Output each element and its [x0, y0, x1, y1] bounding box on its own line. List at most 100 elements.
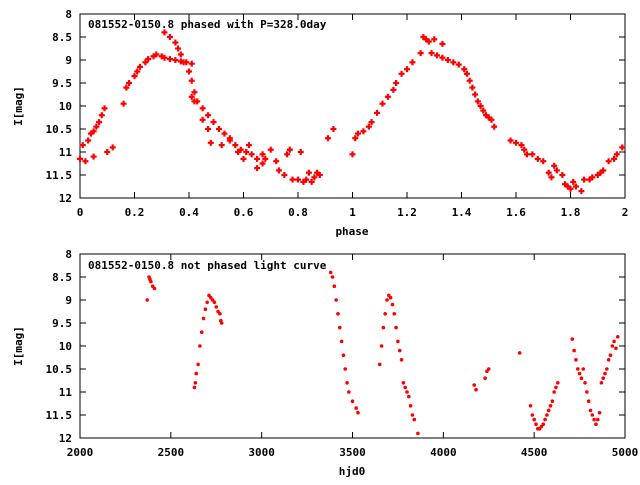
data-point — [614, 346, 618, 351]
data-point — [243, 149, 250, 155]
data-point — [575, 367, 580, 371]
data-point — [297, 149, 304, 155]
data-point — [583, 381, 587, 385]
data-point — [545, 413, 549, 417]
x-tick-label: 3500 — [339, 446, 366, 459]
data-point — [590, 413, 595, 417]
data-point — [188, 93, 195, 100]
data-point — [188, 60, 195, 67]
data-point — [191, 89, 198, 96]
data-point — [381, 325, 386, 330]
x-tick-labels: 0 0.2 0.4 0.6 0.8 1 1.2 1.4 1.6 1.8 2 — [77, 206, 629, 219]
chart-title: 081552-0150.8 not phased light curve — [88, 259, 327, 272]
data-point — [570, 337, 575, 341]
data-point — [615, 335, 620, 339]
data-point — [486, 367, 491, 371]
data-point — [379, 344, 384, 348]
data-point — [384, 93, 391, 100]
data-point — [409, 59, 416, 66]
data-point — [601, 376, 605, 381]
data-point — [554, 385, 558, 390]
data-point — [461, 66, 468, 73]
y-tick-label: 8.5 — [52, 31, 72, 44]
data-point — [203, 307, 208, 312]
x-tick-label: 1.6 — [506, 206, 526, 219]
data-point — [383, 312, 388, 316]
data-point — [555, 381, 560, 385]
data-point — [405, 390, 409, 394]
data-point — [254, 155, 261, 162]
data-point — [425, 38, 432, 45]
data-point — [186, 68, 192, 75]
data-point — [199, 330, 204, 335]
data-point — [218, 312, 222, 316]
data-point — [161, 29, 168, 36]
data-point — [548, 174, 555, 181]
data-point — [235, 149, 242, 155]
data-point — [534, 155, 541, 162]
data-points — [77, 29, 626, 195]
data-point — [336, 312, 340, 316]
data-point — [588, 408, 593, 413]
data-point — [199, 105, 206, 112]
data-point — [530, 413, 535, 417]
data-point — [472, 91, 479, 98]
data-point — [529, 151, 536, 158]
data-point — [134, 68, 141, 75]
data-point — [612, 339, 616, 344]
x-tick-label: 3000 — [248, 446, 275, 459]
x-tick-label: 5000 — [612, 446, 639, 459]
data-point — [248, 151, 255, 158]
x-tick-label: 1.2 — [397, 206, 417, 219]
data-point — [474, 98, 481, 105]
x-tick-labels: 2000 2500 3000 3500 4000 4500 5000 — [67, 446, 639, 459]
data-point — [397, 348, 402, 353]
data-point — [259, 160, 266, 167]
data-point — [142, 59, 149, 66]
tick-marks — [79, 13, 626, 199]
data-point — [172, 39, 179, 46]
tick-marks — [79, 253, 626, 439]
x-tick-label: 2500 — [158, 446, 185, 459]
data-point — [546, 408, 551, 413]
data-point — [581, 176, 588, 183]
data-point — [585, 390, 589, 394]
data-point — [360, 128, 367, 135]
data-point — [574, 358, 578, 362]
data-point — [567, 185, 574, 192]
y-tick-label: 9.5 — [52, 77, 72, 90]
data-point — [284, 151, 291, 158]
data-point — [212, 300, 217, 305]
data-point — [417, 50, 424, 57]
data-point — [180, 59, 187, 66]
data-point — [330, 126, 337, 132]
data-point — [215, 126, 222, 132]
data-point — [540, 158, 547, 165]
y-tick-label: 9.5 — [52, 317, 72, 330]
data-point — [330, 275, 335, 279]
data-point — [523, 151, 530, 158]
data-point — [392, 312, 397, 316]
data-point — [328, 270, 333, 275]
y-axis-label: I[mag] — [12, 326, 25, 366]
data-point — [153, 51, 160, 58]
data-point — [472, 383, 477, 387]
data-point — [599, 381, 604, 385]
data-point — [334, 298, 338, 302]
data-point — [394, 325, 398, 330]
y-tick-label: 10.5 — [46, 363, 73, 376]
data-point — [433, 52, 440, 59]
data-point — [194, 371, 199, 376]
data-point — [507, 137, 514, 144]
data-point — [541, 422, 546, 427]
data-point — [311, 174, 318, 181]
y-tick-labels: 8 8.5 9 9.5 10 10.5 11 11.5 12 — [46, 8, 73, 205]
data-point — [586, 399, 591, 404]
data-point — [193, 381, 198, 385]
data-point — [90, 153, 97, 160]
data-point — [337, 325, 342, 330]
data-point — [388, 295, 393, 300]
data-point — [412, 417, 417, 422]
data-point — [390, 86, 397, 93]
x-tick-label: 1.8 — [561, 206, 581, 219]
